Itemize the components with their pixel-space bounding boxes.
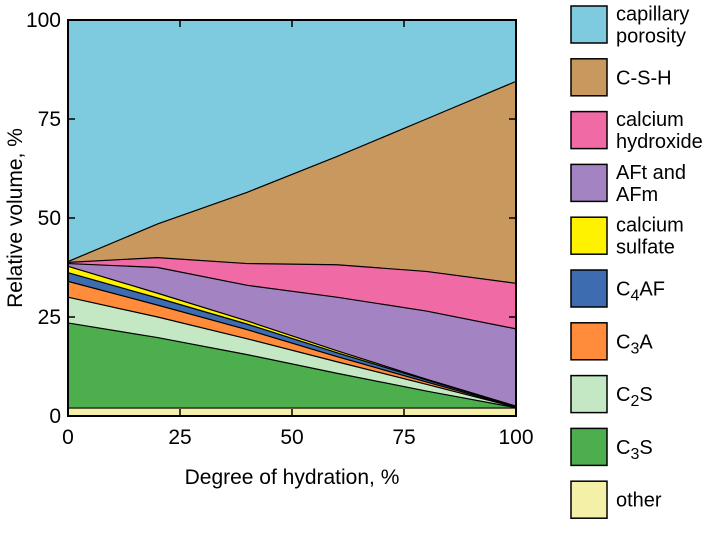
legend-swatch-c4af (570, 269, 608, 308)
legend-label-other: other (616, 490, 662, 512)
legend-swatch-c2s (570, 374, 608, 414)
area-aft-and-afm (68, 263, 516, 407)
legend-label-c-s-h: C-S-H (616, 67, 672, 89)
area-bands (68, 20, 516, 416)
boundary-aft-and-afm (67, 262, 517, 330)
legend-swatch-calcium-sulfate (570, 216, 608, 255)
boundary-c3a (67, 280, 517, 408)
y-tick-label: 100 (26, 9, 61, 32)
y-axis-label: Relative volume, % (4, 128, 27, 308)
legend-label-c3a: C3A (616, 331, 653, 357)
y-tick-label: 25 (38, 306, 61, 329)
boundary-c-s-h (67, 80, 517, 263)
x-tick-label: 25 (168, 426, 191, 449)
legend-label-c2s: C2S (616, 384, 653, 410)
x-axis-ticks: 0 25 50 75 100 (62, 20, 534, 449)
boundary-c2s (67, 296, 517, 408)
legend-swatch-c-s-h (570, 58, 608, 97)
legend: capillary porosity C-S-H calcium hydroxide AF… (570, 4, 703, 519)
area-c-s-h (68, 81, 516, 284)
legend-swatch-other (570, 480, 608, 519)
area-c2s (68, 297, 516, 408)
area-capillary-porosity (68, 20, 516, 262)
x-axis-label: Degree of hydration, % (185, 466, 400, 489)
y-tick-label: 50 (38, 207, 61, 230)
legend-swatch-c3a (570, 322, 608, 361)
legend-swatch-aft-and-afm (570, 163, 608, 203)
boundary-calcium-sulfate (67, 265, 517, 407)
x-tick-label: 0 (62, 426, 74, 449)
boundary-calcium-hydroxide (67, 256, 517, 284)
legend-label-calcium-hydroxide: calcium hydroxide (616, 109, 703, 153)
legend-swatch-calcium-hydroxide (570, 110, 608, 150)
y-tick-label: 75 (38, 108, 61, 131)
boundary-c3s (67, 322, 517, 409)
y-axis-ticks: 0 25 50 75 100 (26, 9, 516, 428)
boundary-c4af (67, 272, 517, 408)
legend-label-c3s: C3S (616, 437, 653, 463)
x-tick-label: 75 (392, 426, 415, 449)
legend-label-aft-and-afm: AFt and AFm (616, 162, 686, 206)
legend-swatch-capillary-porosity (570, 5, 608, 44)
area-calcium-hydroxide (68, 257, 516, 329)
x-tick-label: 100 (498, 426, 533, 449)
y-tick-label: 0 (49, 405, 61, 428)
legend-swatch-c3s (570, 427, 608, 467)
x-tick-label: 50 (280, 426, 303, 449)
legend-label-calcium-sulfate: calcium sulfate (616, 215, 684, 259)
legend-label-c4af: C4AF (616, 279, 665, 305)
legend-label-capillary-porosity: capillary porosity (616, 4, 689, 48)
